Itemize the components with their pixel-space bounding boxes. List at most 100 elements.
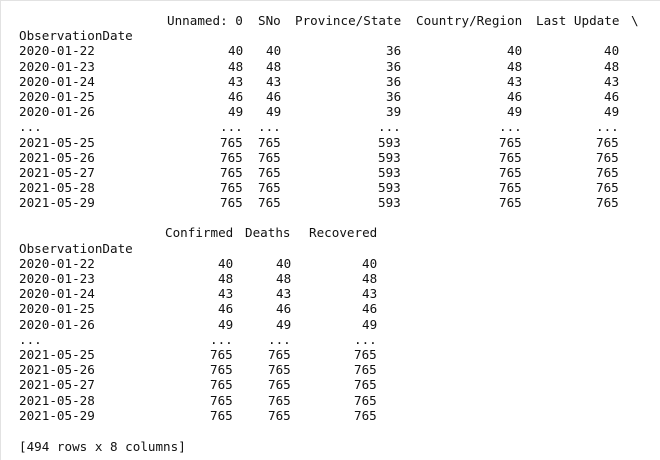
cell-value: 765 <box>596 164 619 180</box>
table-row: 2021-05-26 765 765 593 765 765 <box>19 149 619 165</box>
cell-value: ... <box>268 331 291 347</box>
table-row: .................. <box>19 119 619 134</box>
row-index-date: 2021-05-25 <box>19 134 95 150</box>
cell-value: 765 <box>220 134 243 150</box>
cell-value: 46 <box>276 301 292 317</box>
cell-value: 40 <box>362 255 378 271</box>
cell-value: 46 <box>218 301 234 317</box>
cell-value: 48 <box>276 271 292 286</box>
row-index-date: 2021-05-27 <box>19 164 95 180</box>
row-index-date: 2021-05-28 <box>19 180 95 196</box>
cell-value: 40 <box>507 43 523 59</box>
column-header: Recovered <box>309 225 378 241</box>
cell-value: ... <box>499 119 522 135</box>
row-index-date: ... <box>19 331 42 347</box>
row-index-date: 2020-01-24 <box>19 286 95 302</box>
cell-value: 46 <box>362 301 378 317</box>
cell-value: 765 <box>258 149 281 165</box>
row-index-date: 2020-01-26 <box>19 104 95 120</box>
cell-value: 49 <box>218 316 234 332</box>
column-header: Unnamed: 0 <box>167 13 243 28</box>
dataframe-table-part-2: Confirmed Deaths Recovered ObservationDate 2… <box>19 225 377 423</box>
cell-value: 49 <box>507 104 523 120</box>
table-row: 2021-05-25 765 765 765 <box>19 346 377 362</box>
cell-value: 40 <box>218 255 234 271</box>
cell-value: ... <box>220 119 243 135</box>
cell-value: 46 <box>266 88 282 104</box>
table-row: 2020-01-23 48 48 36 48 48 <box>19 58 619 74</box>
cell-value: 765 <box>258 134 281 150</box>
table-row: 2020-01-24 43 43 43 <box>19 286 377 302</box>
cell-value: 49 <box>276 316 292 332</box>
cell-value: 48 <box>604 58 620 74</box>
row-index-date: 2020-01-25 <box>19 301 95 317</box>
cell-value: 765 <box>354 392 377 408</box>
cell-value: 49 <box>362 316 378 332</box>
row-index-date: 2020-01-22 <box>19 255 95 271</box>
table-row: 2020-01-26 49 49 49 <box>19 316 377 332</box>
cell-value: 765 <box>499 149 522 165</box>
dataframe-table-part-1: Unnamed: 0 SNo Province/State Country/Regio… <box>19 13 639 211</box>
table-row: 2020-01-24 43 43 36 43 43 <box>19 73 619 89</box>
dataframe-shape-footer: [494 rows x 8 columns] <box>19 438 186 454</box>
cell-value: 765 <box>210 392 233 408</box>
cell-value: 593 <box>378 134 401 150</box>
row-index-date: 2021-05-29 <box>19 407 95 423</box>
cell-value: 43 <box>218 286 234 302</box>
row-index-date: 2020-01-24 <box>19 73 95 89</box>
row-index-date: 2020-01-23 <box>19 58 95 74</box>
cell-value: 765 <box>258 164 281 180</box>
table-row: 2021-05-25 765 765 593 765 765 <box>19 134 619 150</box>
cell-value: 48 <box>218 271 234 286</box>
cell-value: 49 <box>604 104 620 120</box>
table-row: 2020-01-22 40 40 40 <box>19 255 377 271</box>
cell-value: 765 <box>220 149 243 165</box>
table-row: 2021-05-28 765 765 593 765 765 <box>19 180 619 196</box>
cell-value: 765 <box>499 195 522 211</box>
table-row: 2021-05-27 765 765 593 765 765 <box>19 164 619 180</box>
cell-value: ... <box>596 119 619 135</box>
row-index-date: 2021-05-25 <box>19 346 95 362</box>
row-index-date: 2021-05-28 <box>19 392 95 408</box>
index-name: ObservationDate <box>19 28 133 44</box>
cell-value: 40 <box>266 43 282 59</box>
cell-value: 43 <box>507 73 523 89</box>
cell-value: 765 <box>220 164 243 180</box>
cell-value: 765 <box>354 346 377 362</box>
cell-value: 765 <box>354 362 377 378</box>
cell-value: 36 <box>386 58 402 74</box>
table-header-row: Confirmed Deaths Recovered <box>19 225 377 240</box>
table-row: 2020-01-25 46 46 36 46 46 <box>19 89 619 104</box>
row-index-date: 2020-01-26 <box>19 316 95 332</box>
dataframe-output: Unnamed: 0 SNo Province/State Country/Regio… <box>19 13 639 454</box>
cell-value: 43 <box>266 73 282 89</box>
table-row: 2021-05-26 765 765 765 <box>19 362 377 378</box>
column-header: \ <box>631 13 639 28</box>
cell-value: 765 <box>268 346 291 362</box>
table-row: 2020-01-23 48 48 48 <box>19 271 377 286</box>
column-header: SNo <box>258 13 281 28</box>
cell-value: 765 <box>499 164 522 180</box>
column-header: Confirmed <box>165 225 234 241</box>
cell-value: 765 <box>210 407 233 423</box>
cell-value: 765 <box>268 407 291 423</box>
cell-value: 765 <box>220 195 243 211</box>
cell-value: ... <box>258 119 281 135</box>
table-row: 2020-01-25 46 46 46 <box>19 301 377 317</box>
row-index-date: 2021-05-26 <box>19 362 95 378</box>
table-row: 2020-01-26 49 49 39 49 49 <box>19 104 619 120</box>
cell-value: 46 <box>604 88 620 104</box>
table-row: 2020-01-22 40 40 36 40 40 <box>19 43 619 58</box>
cell-value: 593 <box>378 164 401 180</box>
row-index-date: 2021-05-26 <box>19 149 95 165</box>
cell-value: 48 <box>228 58 244 74</box>
cell-value: 40 <box>276 255 292 271</box>
cell-value: 46 <box>228 88 244 104</box>
cell-value: 765 <box>596 180 619 196</box>
column-header: Last Update <box>536 13 620 28</box>
cell-value: 593 <box>378 149 401 165</box>
cell-value: 765 <box>268 362 291 378</box>
cell-value: 765 <box>596 149 619 165</box>
cell-value: 36 <box>386 73 402 89</box>
row-index-date: 2021-05-29 <box>19 195 95 211</box>
